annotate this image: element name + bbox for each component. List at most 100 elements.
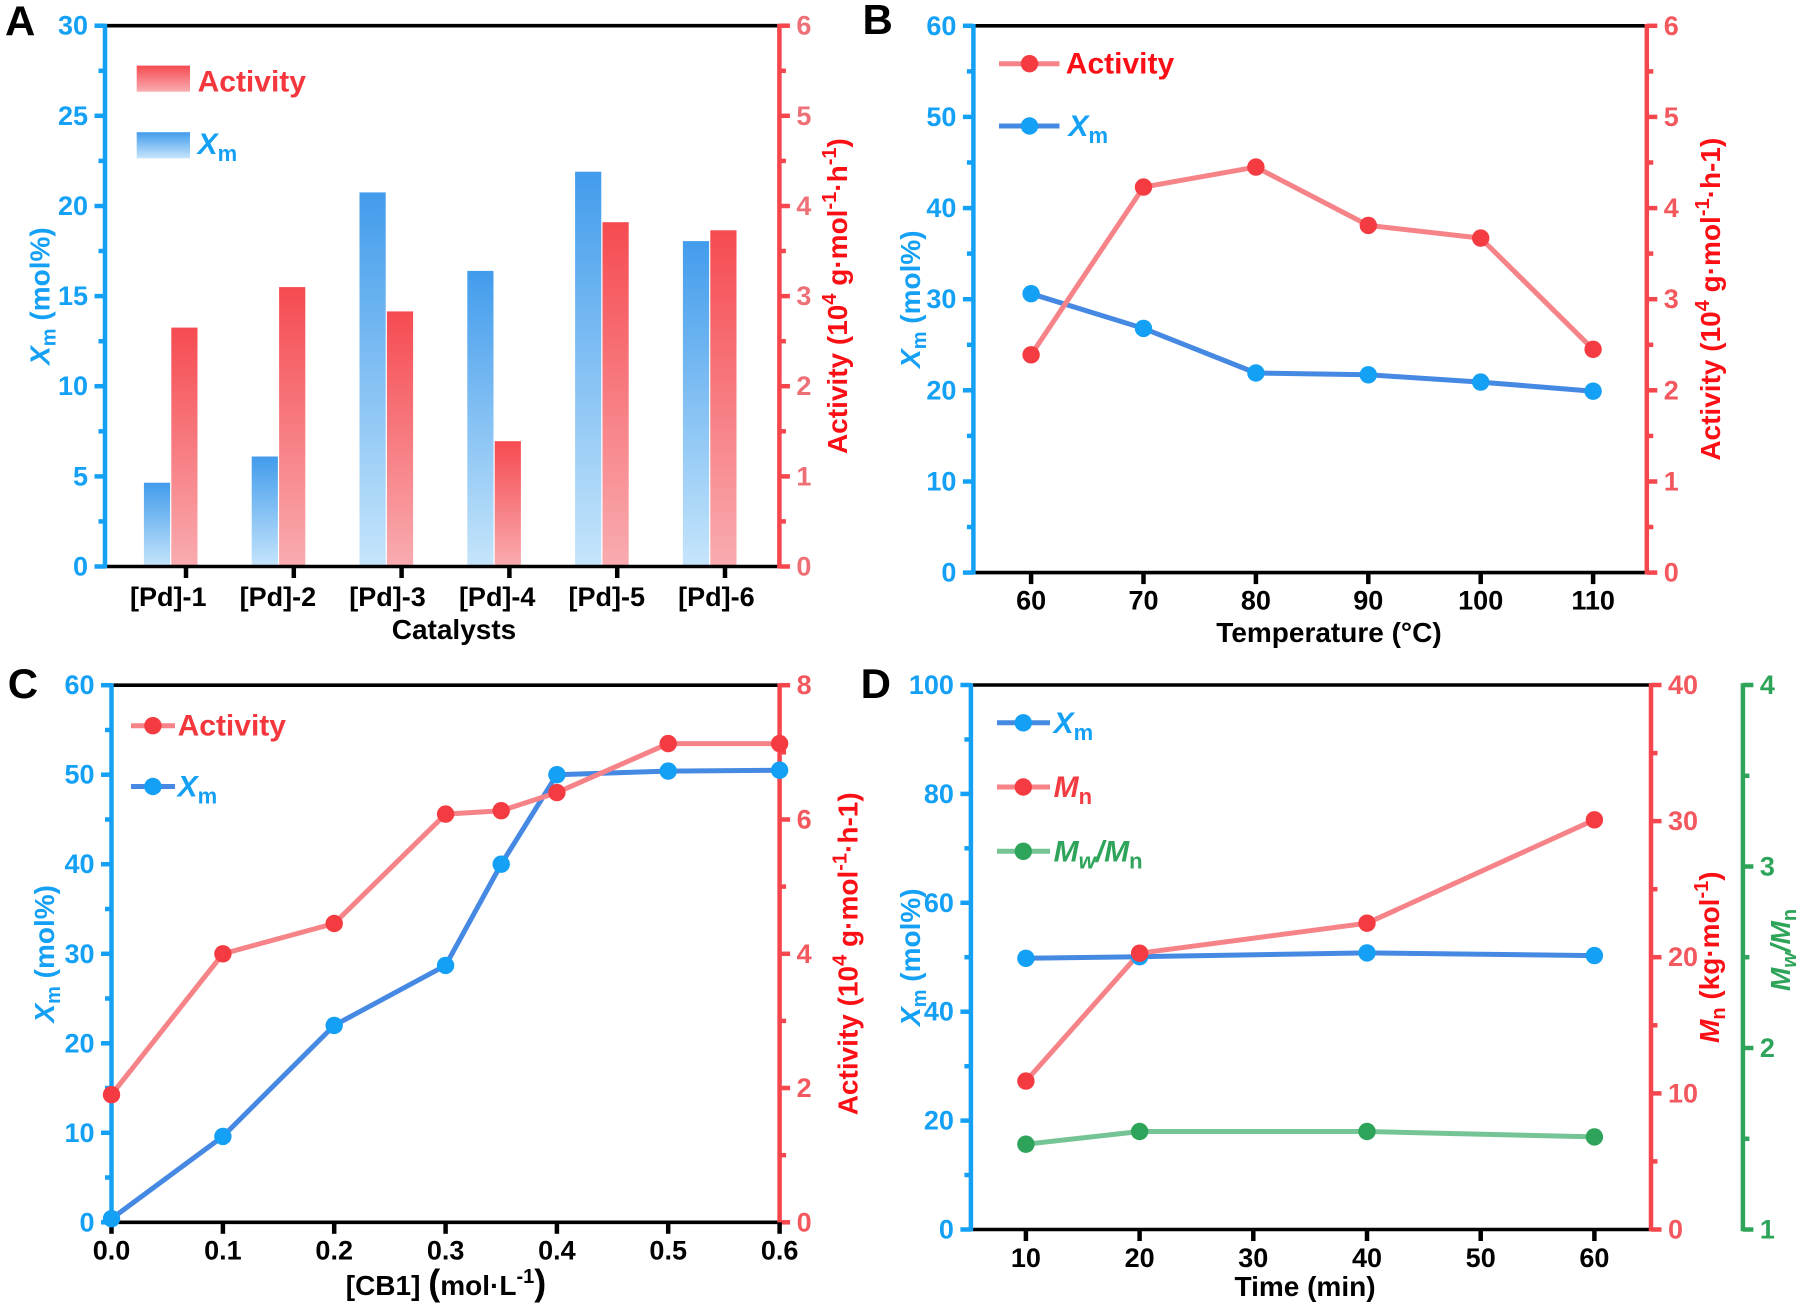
svg-text:Xm: Xm xyxy=(1052,707,1094,745)
svg-text:Xm (mol%): Xm (mol%) xyxy=(895,888,931,1028)
svg-text:Xm: Xm xyxy=(196,128,238,166)
svg-text:0.5: 0.5 xyxy=(649,1236,687,1266)
svg-text:0: 0 xyxy=(796,552,811,582)
svg-text:[Pd]-1: [Pd]-1 xyxy=(130,582,207,612)
svg-text:Time (min): Time (min) xyxy=(1234,1271,1375,1302)
svg-text:Mn: Mn xyxy=(1054,771,1092,809)
svg-text:60: 60 xyxy=(1579,1243,1609,1273)
svg-text:30: 30 xyxy=(926,284,956,314)
svg-text:5: 5 xyxy=(796,101,811,131)
svg-text:10: 10 xyxy=(926,467,956,497)
svg-text:80: 80 xyxy=(924,779,954,809)
svg-text:10: 10 xyxy=(58,371,88,401)
svg-text:Activity: Activity xyxy=(1066,48,1175,81)
svg-text:Mw/Mn: Mw/Mn xyxy=(1054,835,1143,873)
svg-text:Activity (104 g·mol-1·h-1): Activity (104 g·mol-1·h-1) xyxy=(830,792,864,1115)
svg-text:10: 10 xyxy=(1011,1243,1041,1273)
svg-text:6: 6 xyxy=(1664,11,1679,41)
svg-text:4: 4 xyxy=(1760,670,1775,700)
svg-text:60: 60 xyxy=(926,11,956,41)
svg-text:0.3: 0.3 xyxy=(427,1236,465,1266)
svg-text:30: 30 xyxy=(1238,1243,1268,1273)
svg-text:30: 30 xyxy=(58,11,88,41)
svg-text:90: 90 xyxy=(1353,586,1383,616)
svg-text:4: 4 xyxy=(797,939,812,969)
svg-text:8: 8 xyxy=(797,670,812,700)
svg-text:Xm (mol%): Xm (mol%) xyxy=(29,885,65,1025)
svg-text:3: 3 xyxy=(1760,852,1775,882)
svg-text:10: 10 xyxy=(64,1118,94,1148)
svg-text:[Pd]-5: [Pd]-5 xyxy=(569,582,646,612)
svg-text:20: 20 xyxy=(64,1028,94,1058)
svg-text:20: 20 xyxy=(58,191,88,221)
svg-text:A: A xyxy=(5,0,35,45)
svg-text:Activity: Activity xyxy=(178,710,287,743)
svg-text:0: 0 xyxy=(1664,558,1679,588)
svg-text:B: B xyxy=(863,0,893,43)
svg-text:0.2: 0.2 xyxy=(315,1236,353,1266)
svg-text:1: 1 xyxy=(1760,1215,1775,1245)
svg-text:70: 70 xyxy=(1128,586,1158,616)
svg-text:40: 40 xyxy=(1352,1243,1382,1273)
svg-text:20: 20 xyxy=(926,375,956,405)
svg-text:Temperature (°C): Temperature (°C) xyxy=(1216,617,1441,648)
svg-text:Xm (mol%): Xm (mol%) xyxy=(895,230,931,370)
svg-text:2: 2 xyxy=(796,371,811,401)
svg-text:40: 40 xyxy=(64,849,94,879)
svg-text:0: 0 xyxy=(941,558,956,588)
svg-text:0.1: 0.1 xyxy=(204,1236,242,1266)
svg-text:2: 2 xyxy=(1664,375,1679,405)
svg-text:2: 2 xyxy=(797,1073,812,1103)
svg-text:80: 80 xyxy=(1241,586,1271,616)
svg-text:4: 4 xyxy=(1664,193,1679,223)
svg-text:30: 30 xyxy=(64,939,94,969)
svg-text:[Pd]-6: [Pd]-6 xyxy=(678,582,755,612)
svg-text:5: 5 xyxy=(1664,102,1679,132)
svg-text:0.0: 0.0 xyxy=(93,1236,131,1266)
svg-text:1: 1 xyxy=(796,461,811,491)
svg-text:60: 60 xyxy=(924,888,954,918)
svg-text:D: D xyxy=(861,660,891,707)
svg-text:50: 50 xyxy=(926,102,956,132)
svg-text:25: 25 xyxy=(58,101,88,131)
svg-text:100: 100 xyxy=(1458,586,1503,616)
svg-text:0: 0 xyxy=(939,1215,954,1245)
svg-text:0.4: 0.4 xyxy=(538,1236,576,1266)
svg-text:0: 0 xyxy=(79,1207,94,1237)
svg-text:Xm: Xm xyxy=(176,771,218,809)
svg-text:4: 4 xyxy=(796,191,811,221)
svg-text:0: 0 xyxy=(797,1207,812,1237)
svg-text:Xm: Xm xyxy=(1067,110,1109,148)
svg-text:5: 5 xyxy=(73,461,88,491)
svg-text:50: 50 xyxy=(64,760,94,790)
svg-text:Activity (104 g·mol-1·h-1): Activity (104 g·mol-1·h-1) xyxy=(1692,138,1726,461)
svg-text:Xm (mol%): Xm (mol%) xyxy=(25,227,61,367)
svg-text:[Pd]-3: [Pd]-3 xyxy=(349,582,426,612)
svg-text:0.6: 0.6 xyxy=(761,1236,799,1266)
svg-text:20: 20 xyxy=(924,1106,954,1136)
svg-text:40: 40 xyxy=(1668,670,1698,700)
svg-text:20: 20 xyxy=(1125,1243,1155,1273)
svg-text:Catalysts: Catalysts xyxy=(392,614,517,645)
svg-text:15: 15 xyxy=(58,281,88,311)
svg-text:100: 100 xyxy=(909,670,954,700)
svg-text:1: 1 xyxy=(1664,467,1679,497)
svg-text:Mw/Mn: Mw/Mn xyxy=(1765,909,1800,991)
svg-text:Mn (kg·mol-1): Mn (kg·mol-1) xyxy=(1691,871,1730,1043)
svg-text:C: C xyxy=(8,660,38,707)
svg-text:6: 6 xyxy=(796,11,811,41)
svg-text:[Pd]-4: [Pd]-4 xyxy=(459,582,536,612)
svg-text:Activity (104 g·mol-1·h-1): Activity (104 g·mol-1·h-1) xyxy=(819,138,853,454)
svg-text:0: 0 xyxy=(1668,1215,1683,1245)
svg-text:110: 110 xyxy=(1571,586,1615,616)
svg-text:2: 2 xyxy=(1760,1033,1775,1063)
svg-text:3: 3 xyxy=(796,281,811,311)
svg-text:40: 40 xyxy=(924,997,954,1027)
svg-text:[Pd]-2: [Pd]-2 xyxy=(240,582,317,612)
svg-text:6: 6 xyxy=(797,805,812,835)
svg-text:0: 0 xyxy=(73,552,88,582)
svg-text:10: 10 xyxy=(1668,1078,1698,1108)
svg-text:30: 30 xyxy=(1668,806,1698,836)
svg-text:60: 60 xyxy=(64,670,94,700)
svg-text:Activity: Activity xyxy=(198,66,307,99)
